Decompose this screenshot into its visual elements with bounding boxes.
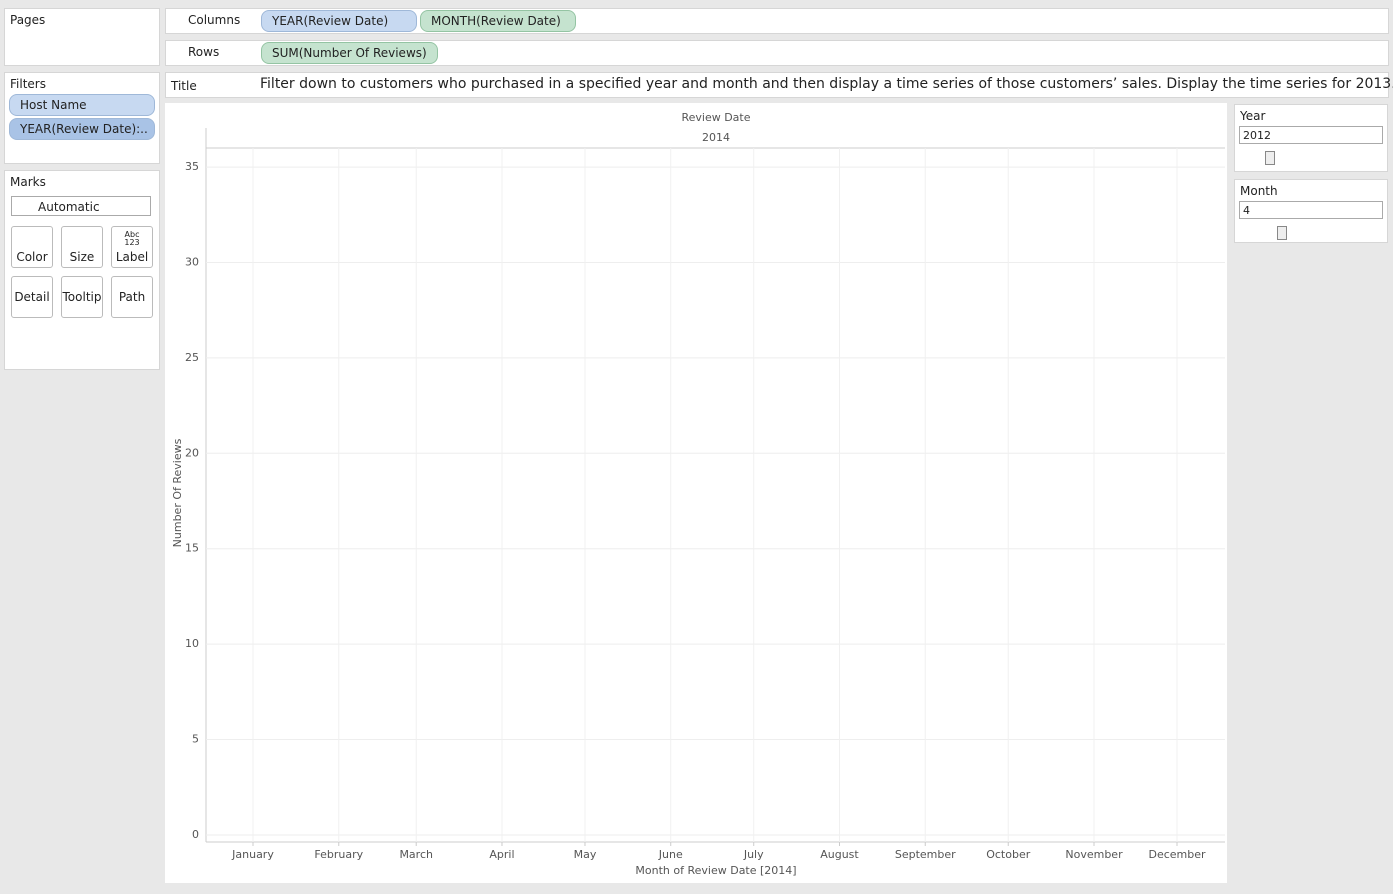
button-label: Label (115, 250, 149, 264)
x-tick-label: December (1148, 848, 1206, 861)
button-label: Path (118, 290, 146, 304)
x-tick-label: November (1065, 848, 1123, 861)
marks-card: Marks Automatic Color Size Abc 123 Label D… (4, 170, 160, 370)
color-button[interactable]: Color (11, 226, 53, 268)
title-text: Filter down to customers who purchased i… (260, 76, 1393, 92)
x-tick-label: March (399, 848, 433, 861)
button-label: Tooltip (62, 290, 102, 304)
filter-pill[interactable]: YEAR(Review Date):.. (9, 118, 155, 140)
icon-text: Abc (124, 230, 140, 239)
button-label: Color (16, 250, 48, 264)
column-subheader: 2014 (702, 131, 730, 144)
button-label: Size (69, 250, 95, 264)
row-pill[interactable]: SUM(Number Of Reviews) (261, 42, 438, 64)
title-label: Title (171, 79, 197, 93)
y-axis-title: Number Of Reviews (171, 438, 184, 547)
slider-thumb[interactable] (1277, 226, 1287, 240)
path-button[interactable]: Path (111, 276, 153, 318)
marks-title: Marks (10, 175, 46, 189)
chart: Review Date 2014 Month of Review Date [2… (165, 103, 1227, 883)
y-tick-label: 10 (185, 637, 199, 650)
tooltip-button[interactable]: Tooltip (61, 276, 103, 318)
y-tick-label: 5 (192, 733, 199, 746)
x-tick-label: April (489, 848, 514, 861)
detail-button[interactable]: Detail (11, 276, 53, 318)
columns-shelf: Columns YEAR(Review Date) MONTH(Review D… (165, 8, 1389, 34)
y-tick-label: 35 (185, 160, 199, 173)
y-tick-label: 15 (185, 542, 199, 555)
parameter-card: Year 2012 (1234, 104, 1388, 172)
y-tick-label: 25 (185, 351, 199, 364)
x-tick-label: August (820, 848, 859, 861)
x-tick-label: July (743, 848, 764, 861)
x-tick-label: June (658, 848, 683, 861)
pages-title: Pages (10, 13, 46, 27)
column-pill[interactable]: MONTH(Review Date) (420, 10, 576, 32)
y-tick-label: 30 (185, 255, 199, 268)
parameter-card: Month 4 (1234, 179, 1388, 243)
title-shelf: Title Filter down to customers who purch… (165, 72, 1393, 98)
filter-pill[interactable]: Host Name (9, 94, 155, 116)
x-tick-label: September (895, 848, 956, 861)
column-header: Review Date (681, 111, 750, 124)
slider-thumb[interactable] (1265, 151, 1275, 165)
parameter-name: Month (1240, 184, 1278, 198)
y-tick-label: 0 (192, 828, 199, 841)
mark-type-dropdown[interactable]: Automatic (11, 196, 151, 216)
filters-title: Filters (10, 77, 46, 91)
shelf-label: Rows (188, 45, 220, 59)
label-button[interactable]: Abc 123 Label (111, 226, 153, 268)
parameter-input[interactable]: 4 (1239, 201, 1383, 219)
x-tick-label: February (314, 848, 363, 861)
y-tick-label: 20 (185, 446, 199, 459)
button-label: Detail (14, 290, 50, 304)
pages-card: Pages (4, 8, 160, 66)
x-axis-title: Month of Review Date [2014] (635, 864, 796, 877)
x-tick-label: May (574, 848, 597, 861)
size-button[interactable]: Size (61, 226, 103, 268)
parameter-name: Year (1240, 109, 1266, 123)
column-pill[interactable]: YEAR(Review Date) (261, 10, 417, 32)
parameter-input[interactable]: 2012 (1239, 126, 1383, 144)
x-tick-label: January (231, 848, 274, 861)
x-tick-label: October (986, 848, 1030, 861)
label-icon: Abc 123 (112, 231, 152, 247)
filters-card: Filters Host Name YEAR(Review Date):.. (4, 72, 160, 164)
icon-text: 123 (124, 238, 140, 247)
shelf-label: Columns (188, 13, 241, 27)
rows-shelf: Rows SUM(Number Of Reviews) (165, 40, 1389, 66)
